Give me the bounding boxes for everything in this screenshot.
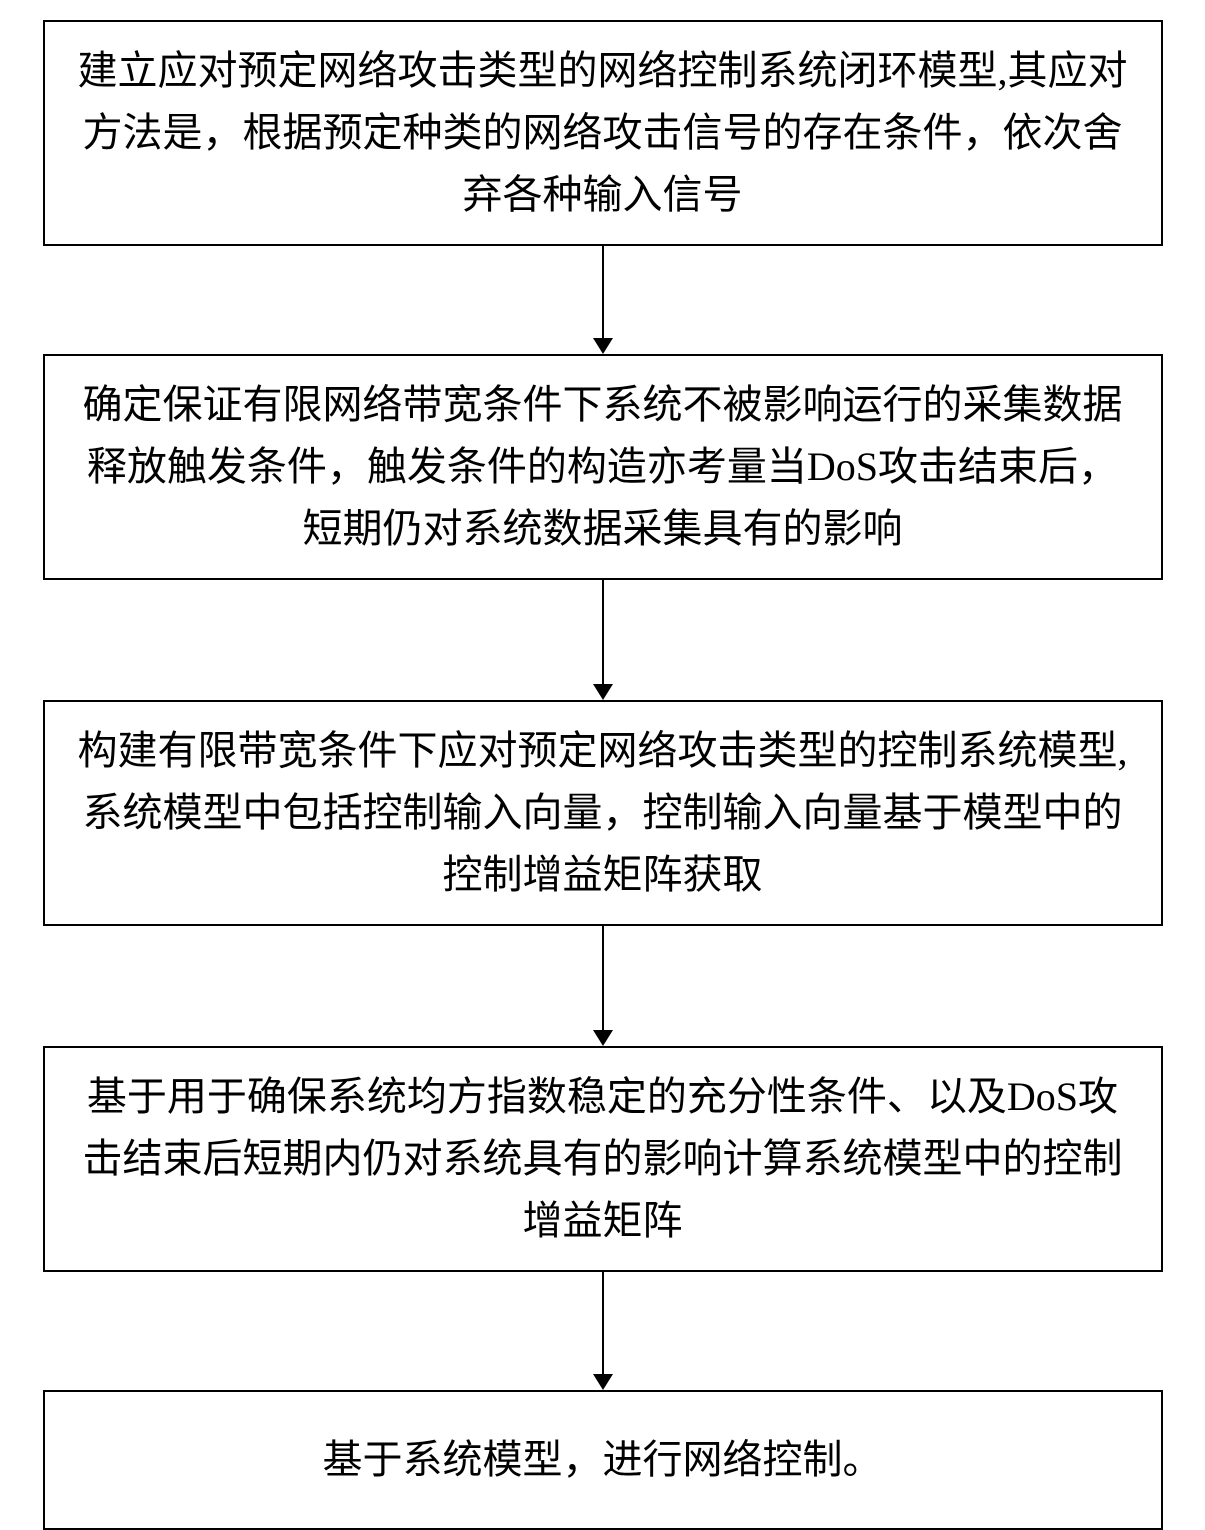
- flow-node-1: 建立应对预定网络攻击类型的网络控制系统闭环模型,其应对方法是，根据预定种类的网络…: [43, 20, 1163, 246]
- flow-node-2: 确定保证有限网络带宽条件下系统不被影响运行的采集数据释放触发条件，触发条件的构造…: [43, 354, 1163, 580]
- arrow-head-icon: [593, 1374, 613, 1390]
- arrow-line: [602, 926, 604, 1030]
- flow-node-text: 基于用于确保系统均方指数稳定的充分性条件、以及DoS攻击结束后短期内仍对系统具有…: [69, 1066, 1137, 1252]
- arrow-line: [602, 246, 604, 338]
- flow-node-text: 确定保证有限网络带宽条件下系统不被影响运行的采集数据释放触发条件，触发条件的构造…: [69, 374, 1137, 560]
- flow-node-3: 构建有限带宽条件下应对预定网络攻击类型的控制系统模型,系统模型中包括控制输入向量…: [43, 700, 1163, 926]
- flow-node-5: 基于系统模型，进行网络控制。: [43, 1390, 1163, 1530]
- flow-arrow-4: [593, 1272, 613, 1390]
- arrow-line: [602, 580, 604, 684]
- flow-arrow-2: [593, 580, 613, 700]
- flow-arrow-3: [593, 926, 613, 1046]
- flow-node-4: 基于用于确保系统均方指数稳定的充分性条件、以及DoS攻击结束后短期内仍对系统具有…: [43, 1046, 1163, 1272]
- flowchart-container: 建立应对预定网络攻击类型的网络控制系统闭环模型,其应对方法是，根据预定种类的网络…: [43, 20, 1163, 1530]
- arrow-head-icon: [593, 338, 613, 354]
- arrow-head-icon: [593, 684, 613, 700]
- flow-node-text: 构建有限带宽条件下应对预定网络攻击类型的控制系统模型,系统模型中包括控制输入向量…: [69, 720, 1137, 906]
- arrow-line: [602, 1272, 604, 1374]
- flow-node-text: 基于系统模型，进行网络控制。: [323, 1429, 883, 1491]
- flow-arrow-1: [593, 246, 613, 354]
- flow-node-text: 建立应对预定网络攻击类型的网络控制系统闭环模型,其应对方法是，根据预定种类的网络…: [69, 40, 1137, 226]
- arrow-head-icon: [593, 1030, 613, 1046]
